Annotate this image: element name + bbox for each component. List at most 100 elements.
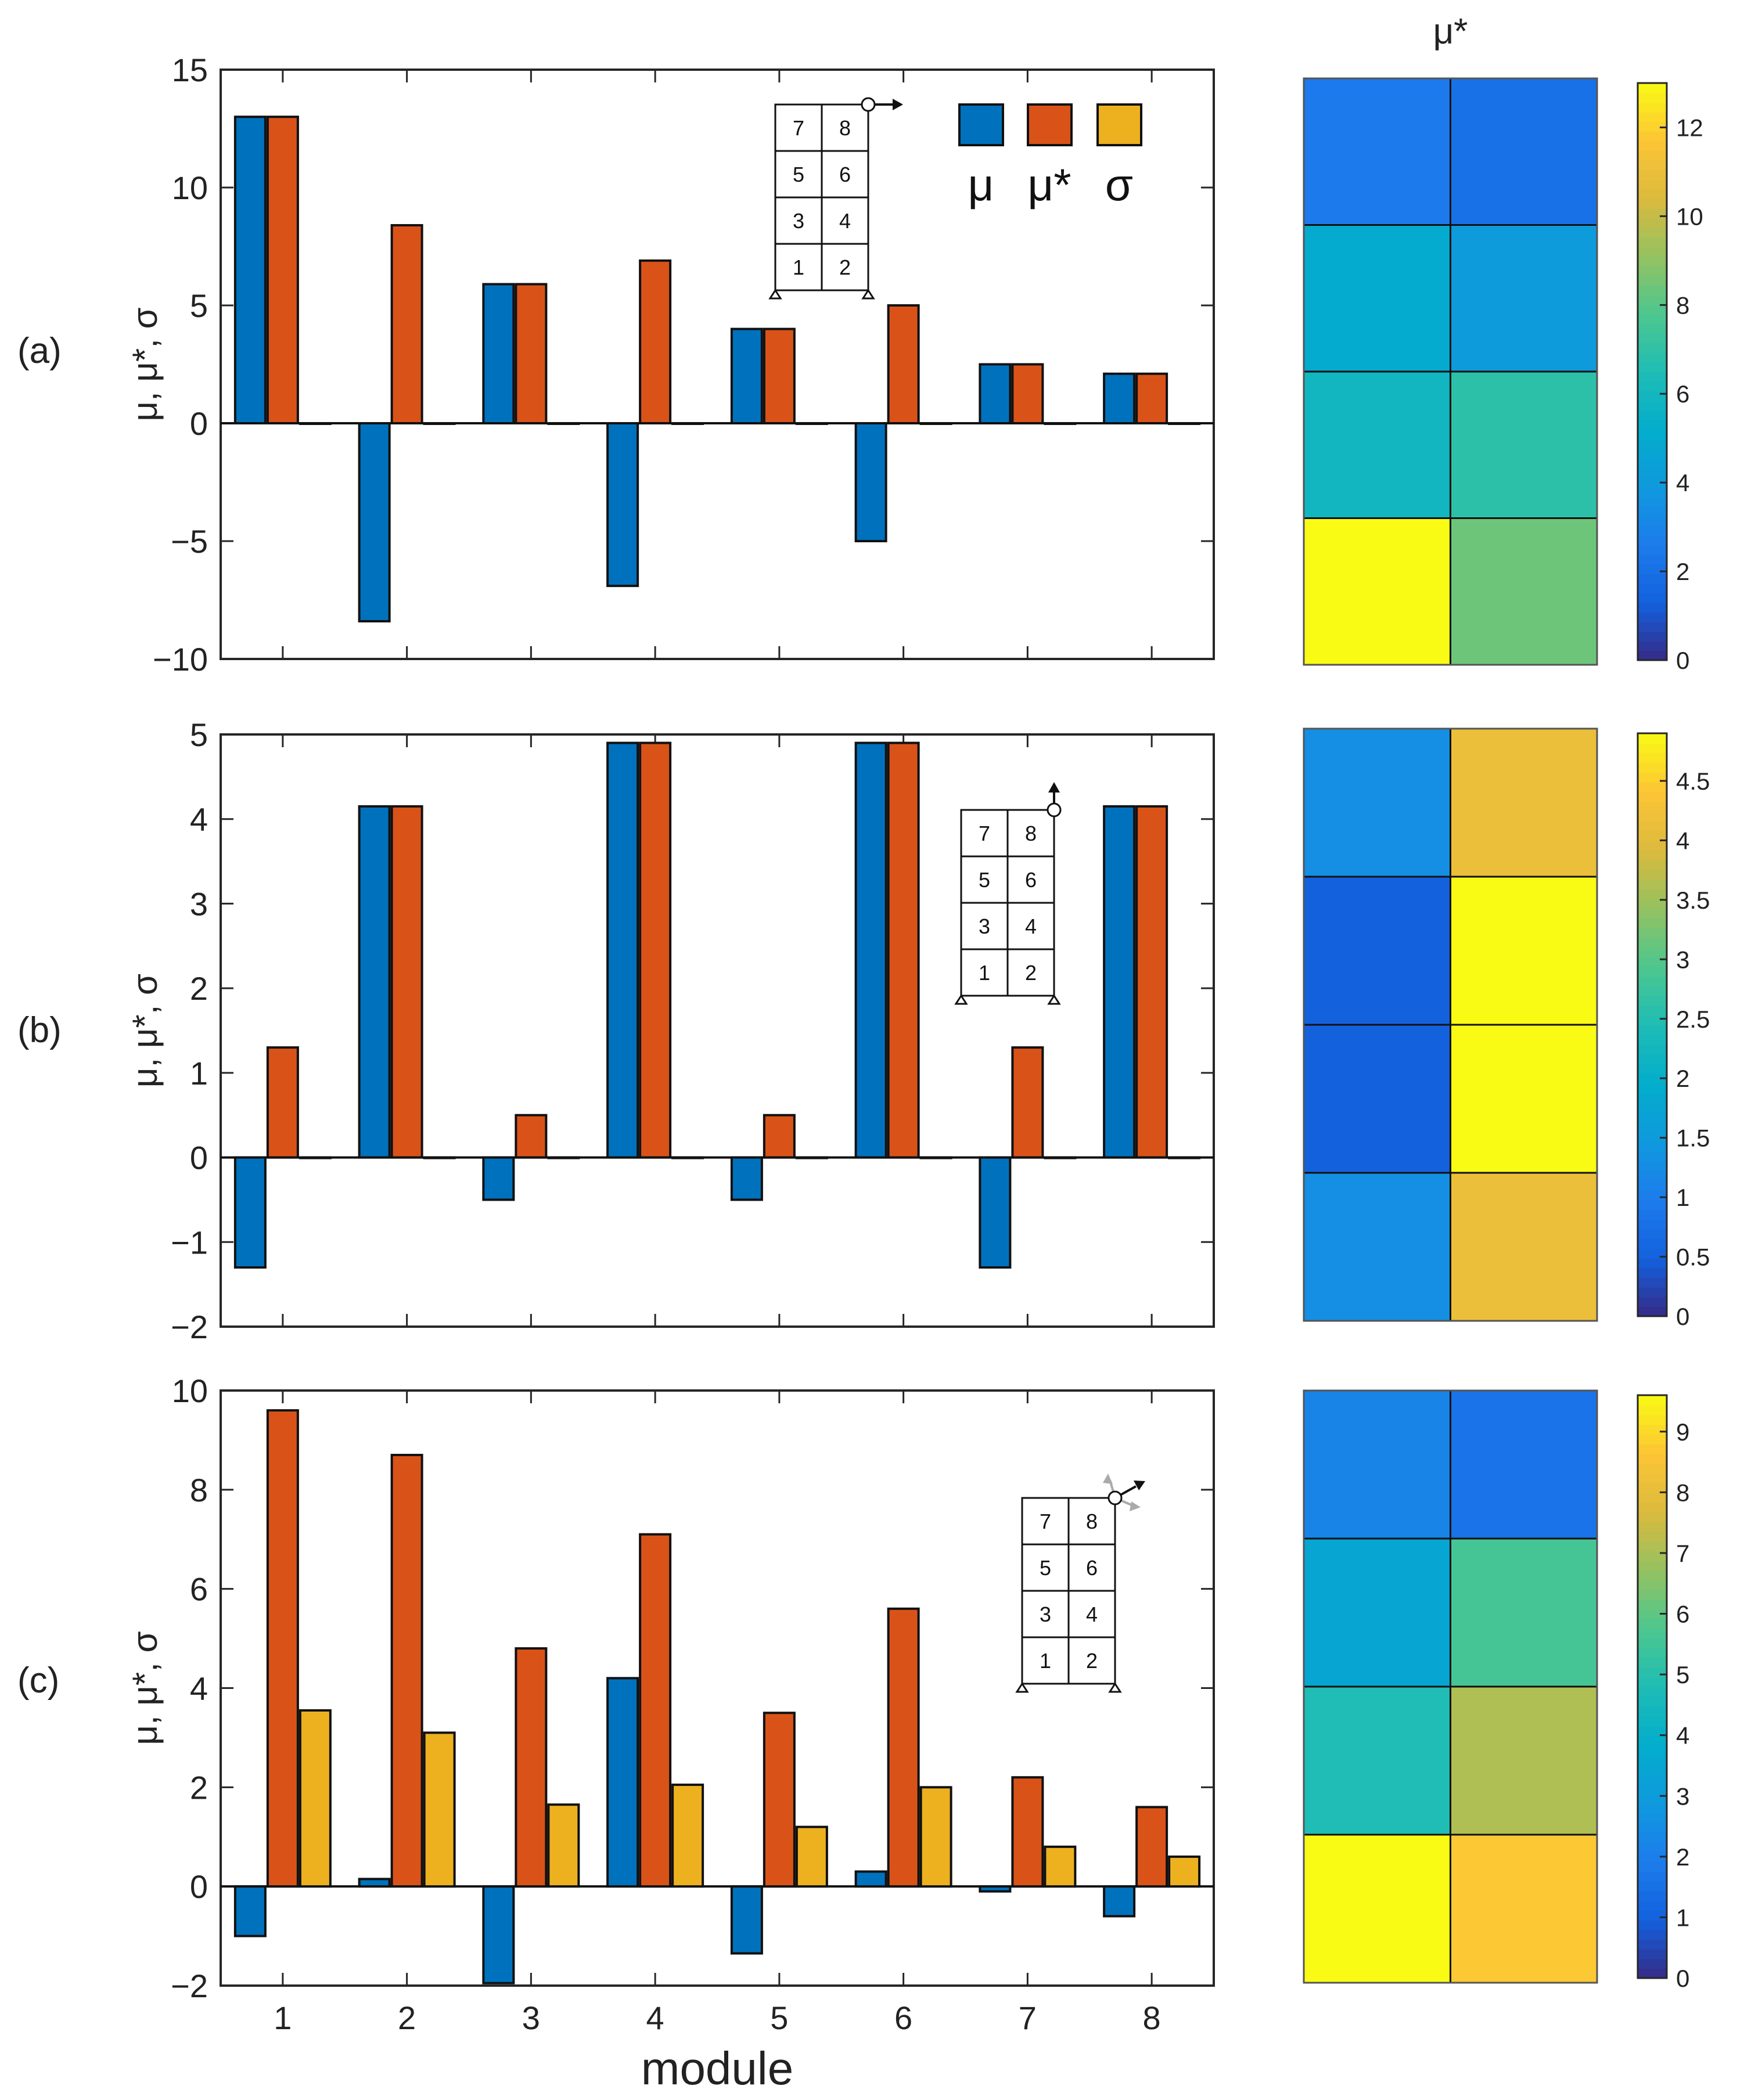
colorbar-segment xyxy=(1638,1112,1667,1123)
colorbar-segment xyxy=(1638,1248,1667,1259)
heatmap-panel: 0 1 2 3 4 5 6 7 8 9 xyxy=(1303,1389,1689,1992)
colorbar-segment xyxy=(1638,1706,1667,1717)
heatmap-panel: 0 2 4 6 8 10 12 xyxy=(1303,77,1703,674)
heatmap-cell xyxy=(1450,517,1598,666)
bar xyxy=(671,422,704,425)
colorbar-segment xyxy=(1638,650,1667,661)
colorbar-segment xyxy=(1638,583,1667,594)
colorbar-segment xyxy=(1638,1687,1667,1697)
colorbar-segment xyxy=(1638,1238,1667,1249)
module-cell-label: 4 xyxy=(839,209,851,233)
colorbar-segment xyxy=(1638,458,1667,469)
colorbar-segment xyxy=(1638,1453,1667,1464)
heatmap-cell xyxy=(1303,77,1451,226)
x-tick-label: 8 xyxy=(1143,2000,1161,2036)
colorbar-segment xyxy=(1638,467,1667,478)
bar xyxy=(854,422,887,542)
colorbar-segment xyxy=(1638,1900,1667,1911)
colorbar-segment xyxy=(1638,791,1667,802)
colorbar-tick-label: 6 xyxy=(1676,1601,1689,1628)
colorbar-segment xyxy=(1638,323,1667,334)
colorbar-segment xyxy=(1638,1813,1667,1824)
bar xyxy=(919,1786,952,1888)
colorbar-segment xyxy=(1638,1677,1667,1687)
legend-swatch xyxy=(1096,103,1142,146)
colorbar-segment xyxy=(1638,1209,1667,1220)
colorbar-segment xyxy=(1638,1463,1667,1474)
colorbar-segment xyxy=(1638,1550,1667,1561)
colorbar-segment xyxy=(1638,179,1667,190)
heatmap-cell xyxy=(1450,1685,1598,1836)
bar xyxy=(547,1803,580,1888)
colorbar-segment xyxy=(1638,820,1667,831)
bar xyxy=(730,1885,763,1955)
bar xyxy=(1011,363,1044,424)
module-cell-label: 3 xyxy=(979,914,990,938)
colorbar-segment xyxy=(1638,1560,1667,1571)
colorbar-tick-label: 2 xyxy=(1676,1843,1689,1871)
bar xyxy=(606,741,639,1159)
colorbar-segment xyxy=(1638,1657,1667,1668)
colorbar-segment xyxy=(1638,1910,1667,1921)
bar xyxy=(730,1156,763,1201)
colorbar-tick-label: 2 xyxy=(1676,1065,1689,1092)
colorbar-segment xyxy=(1638,1735,1667,1746)
heatmap-cell xyxy=(1450,1024,1598,1174)
module-cell-label: 5 xyxy=(793,163,804,186)
colorbar-segment xyxy=(1638,448,1667,459)
colorbar-segment xyxy=(1638,986,1667,996)
colorbar-tick-label: 9 xyxy=(1676,1418,1689,1446)
colorbar-tick-label: 2.5 xyxy=(1676,1006,1710,1033)
bar xyxy=(887,741,920,1159)
colorbar-segment xyxy=(1638,1025,1667,1035)
bar xyxy=(482,283,515,424)
y-tick-label: 4 xyxy=(190,801,208,838)
colorbar-segment xyxy=(1638,1579,1667,1590)
heatmap-cell xyxy=(1303,370,1451,519)
bar xyxy=(1011,1046,1044,1159)
colorbar-segment xyxy=(1638,752,1667,763)
colorbar-segment xyxy=(1638,352,1667,363)
colorbar-segment xyxy=(1638,947,1667,957)
x-tick-label: 7 xyxy=(1019,2000,1037,2036)
module-cell-label: 8 xyxy=(1086,1510,1098,1533)
y-tick-label: 3 xyxy=(190,885,208,922)
bar xyxy=(358,1878,391,1888)
colorbar-segment xyxy=(1638,1696,1667,1707)
bar xyxy=(1168,422,1201,425)
colorbar-segment xyxy=(1638,1180,1667,1191)
colorbar-segment xyxy=(1638,772,1667,783)
colorbar-segment xyxy=(1638,343,1667,353)
colorbar-segment xyxy=(1638,1638,1667,1649)
heatmap-cell xyxy=(1303,1834,1451,1984)
bar xyxy=(390,805,423,1159)
bar xyxy=(730,327,763,424)
colorbar-segment xyxy=(1638,1755,1667,1765)
module-cell-label: 5 xyxy=(1040,1556,1051,1580)
colorbar-segment xyxy=(1638,898,1667,909)
bar xyxy=(266,1046,299,1159)
load-node-icon xyxy=(861,97,876,112)
bar xyxy=(233,1885,267,1937)
heatmap-cell xyxy=(1450,1389,1598,1540)
module-cell-label: 2 xyxy=(839,255,851,279)
colorbar-segment xyxy=(1638,92,1667,103)
module-cell-label: 1 xyxy=(979,961,990,985)
y-tick-label: 8 xyxy=(190,1472,208,1508)
legend: μ μ* σ xyxy=(958,103,1142,210)
bar xyxy=(919,422,952,425)
colorbar-segment xyxy=(1638,801,1667,812)
y-tick-label: 5 xyxy=(190,287,208,324)
colorbar-segment xyxy=(1638,966,1667,977)
colorbar-segment xyxy=(1638,1044,1667,1055)
colorbar-segment xyxy=(1638,1161,1667,1171)
colorbar-tick-label: 4 xyxy=(1676,469,1689,496)
colorbar-segment xyxy=(1638,256,1667,266)
load-node-icon xyxy=(1107,1490,1123,1505)
panel-label: (c) xyxy=(17,1660,59,1701)
colorbar-segment xyxy=(1638,1784,1667,1795)
y-tick-label: 10 xyxy=(172,1373,208,1409)
colorbar-segment xyxy=(1638,631,1667,642)
bar xyxy=(1103,805,1136,1159)
